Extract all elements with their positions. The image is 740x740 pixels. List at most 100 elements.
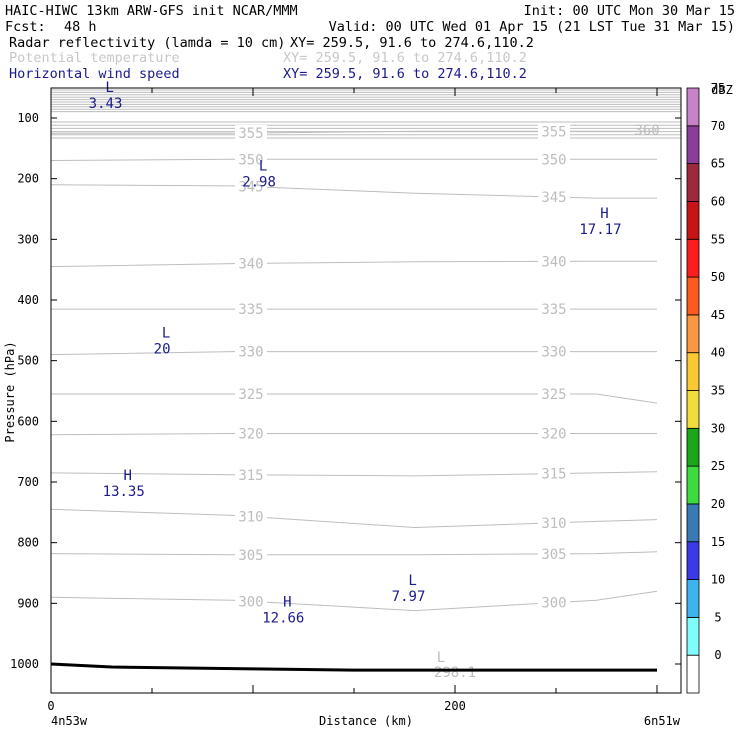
isentrope-label: 355 [238,126,263,142]
y-axis-ticks: 100 200 300 400 500 600 700 800 900 1000 [10,111,681,671]
isentrope-label-bg [234,386,267,403]
valid-time: Valid: 00 UTC Wed 01 Apr 15 (21 LST Tue … [329,19,735,35]
reflectivity-colorbar: 0 5 10 15 20 25 30 35 40 45 50 55 60 65 70 75 [686,81,725,694]
isentrope-label: 340 [238,256,263,272]
isentrope-label-bg [537,343,570,360]
isentrope-340 [50,260,657,268]
isentrope-labels: 3603603553553503503453453403403353353303… [234,123,660,612]
terrain-line [50,662,657,672]
plot-area [51,88,681,693]
colorbar-swatch [686,276,700,316]
isentrope-label: 310 [541,516,566,532]
field-label-reflectivity: Radar reflectivity (lamda = 10 cm) [9,35,285,51]
isentrope-label-bg [537,386,570,403]
colorbar-swatch [686,314,700,354]
colorbar-swatch [686,616,700,656]
colorbar-tick-label: 55 [711,232,725,246]
extremum-value: 3.43 [89,96,123,112]
extremum-marker: H [124,468,132,484]
extremum-marker: L [259,159,267,175]
extremum-value: 20 [154,342,171,358]
isentrope-label-bg [234,466,267,483]
isentrope-320 [50,433,657,436]
field-xy-reflectivity: XY= 259.5, 91.6 to 274.6,110.2 [290,35,534,51]
isentrope-label: 315 [238,468,263,484]
extremum-marker: H [283,594,291,610]
isentrope-label: 310 [238,510,263,526]
isentrope-label-bg [234,124,267,141]
isentrope-label: 330 [541,345,566,361]
extremum-value: 13.35 [103,484,145,500]
colorbar-swatch [686,427,700,467]
colorbar-swatch [686,163,700,202]
extremum-value: 17.17 [579,222,621,238]
isentrope-label: 305 [238,548,263,564]
isentrope-label-bg [537,425,570,442]
isentrope-300 [50,590,658,612]
colorbar-tick-label: 65 [711,157,725,171]
isentrope-label-bg [537,188,570,205]
colorbar-tick-label: 0 [714,648,721,662]
isentrope-label: 360 [634,123,659,139]
isentrope-label-bg [537,151,570,168]
isentrope-355 [51,130,657,134]
x-tick-label: 200 [444,699,466,713]
isentrope-label: 320 [541,426,566,442]
isentrope-305 [50,551,658,556]
y-tick-label: 900 [17,596,39,610]
isentrope-label: 355 [541,124,566,140]
colorbar-tick-label: 5 [714,610,721,624]
colorbar-tick-label: 40 [711,346,725,360]
isentrope-label: 300 [541,596,566,612]
isentrope-label: 350 [541,152,566,168]
x-start-location: 4n53w [51,714,88,728]
y-tick-label: 600 [17,414,39,428]
colorbar-tick-label: 70 [711,119,725,133]
isentrope-label: 300 [238,594,263,610]
isentrope-label: 315 [541,467,566,483]
isentrope-330 [50,351,657,356]
isentrope-label: 340 [541,254,566,270]
colorbar-swatch [686,503,700,543]
y-tick-label: 300 [17,232,39,246]
isentrope-label-bg [537,465,570,482]
y-tick-label: 200 [17,172,39,186]
colorbar-swatch [686,352,700,391]
isentrope-label-bg [537,301,570,318]
chart-title: HAIC-HIWC 13km ARW-GFS init NCAR/MMM [5,3,298,19]
colorbar-tick-label: 60 [711,194,725,208]
isentrope-350 [50,158,657,161]
colorbar-tick-label: 75 [711,81,725,95]
colorbar-tick-label: 35 [711,384,725,398]
colorbar-swatch [686,238,700,278]
colorbar-swatch [686,654,700,694]
isentrope-label: 325 [541,387,566,403]
colorbar-tick-label: 45 [711,308,725,322]
isentrope-label: 350 [238,152,263,168]
isentrope-315 [50,471,658,477]
y-tick-label: 500 [17,354,39,368]
theta-extremum-marker: L [437,650,445,666]
field-xy-wind: XY= 259.5, 91.6 to 274.6,110.2 [283,66,527,82]
colorbar-swatch [686,579,700,618]
isentrope-label: 335 [541,302,566,318]
colorbar-tick-label: 15 [711,535,725,549]
isentrope-345 [50,184,657,199]
forecast-hours: 48 h [64,19,97,35]
colorbar-swatch [686,541,700,580]
isentrope-label-bg [234,425,267,442]
isentrope-label-bg [537,545,570,562]
isentrope-label: 345 [238,180,263,196]
extremum-marker: H [600,206,608,222]
colorbar-tick-label: 50 [711,270,725,284]
plot-frame [50,87,682,694]
colorbar-swatch [686,201,700,240]
isentrope-label: 320 [238,426,263,442]
colorbar-swatch [686,87,700,127]
colorbar-swatch [686,465,700,505]
isentrope-label-bg [234,343,267,360]
extremum-marker: L [408,573,416,589]
colorbar-tick-label: 25 [711,459,725,473]
isentrope-label-bg [537,514,570,531]
colorbar-tick-label: 20 [711,497,725,511]
